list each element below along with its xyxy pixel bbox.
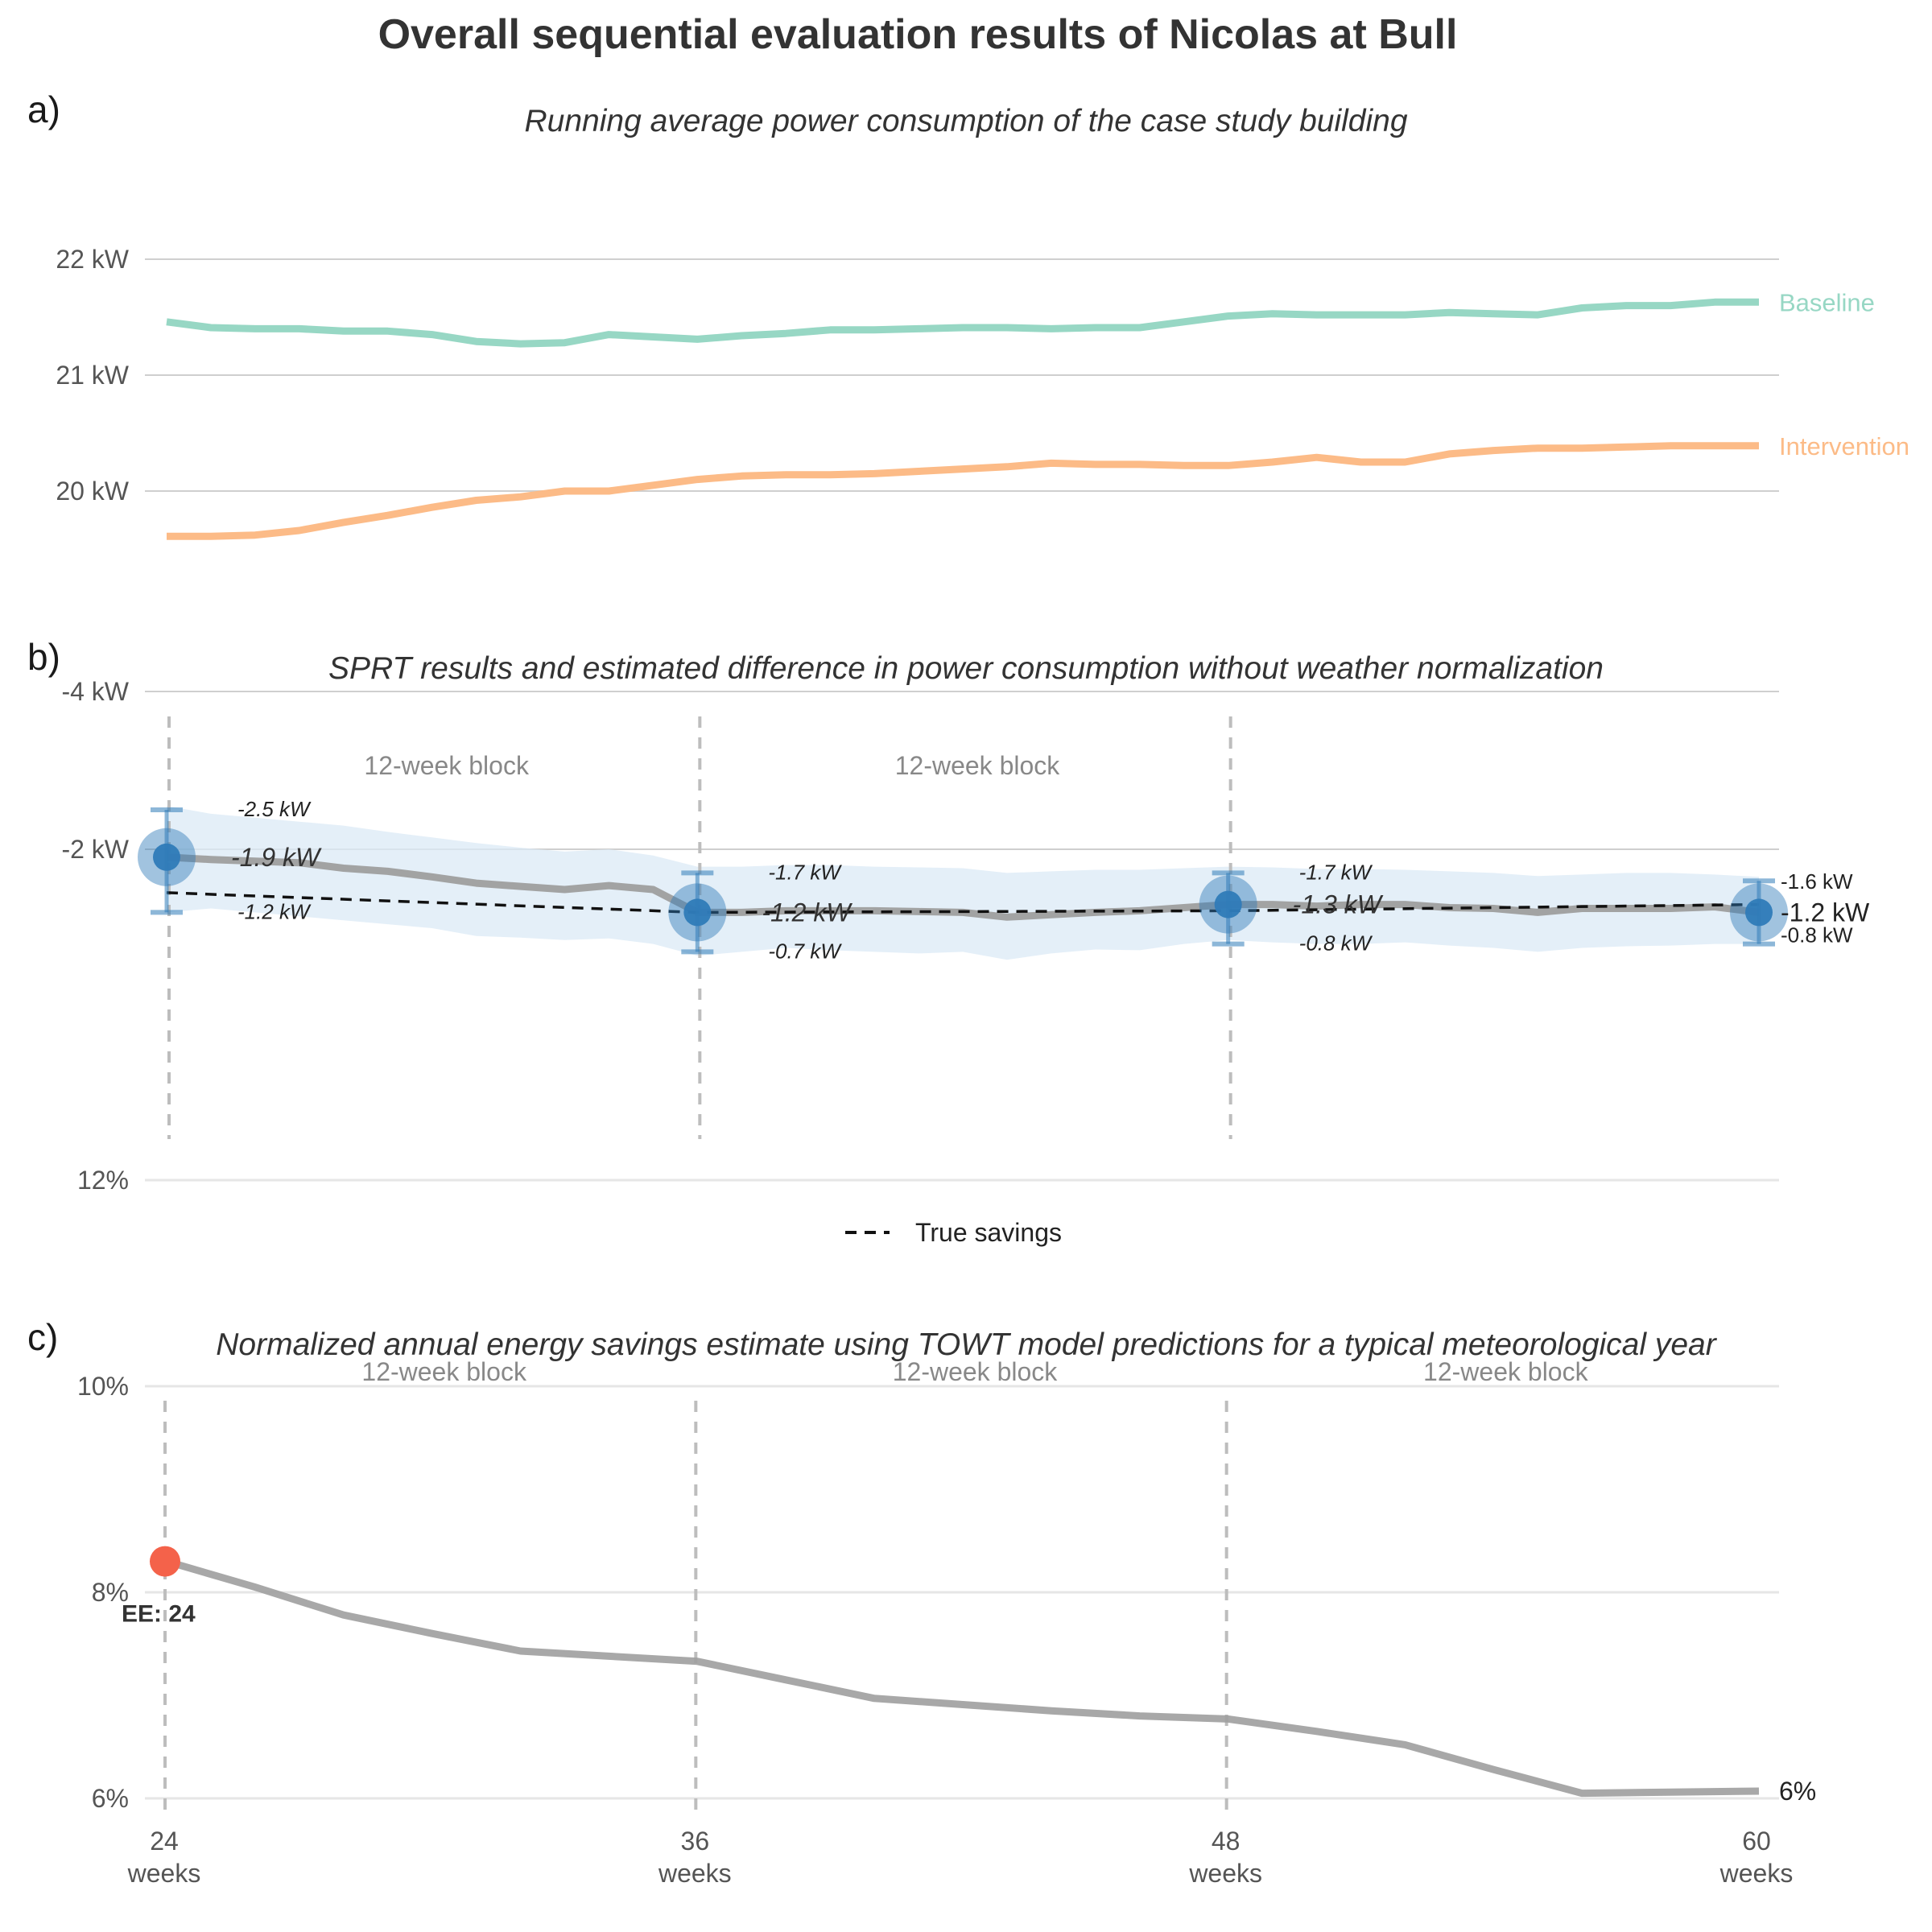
- panel-a: a) Running average power consumption of …: [27, 89, 1909, 540]
- panel-c-letter: c): [27, 1316, 58, 1358]
- panel-b-sprt-upper-label: -1.2 kW: [237, 899, 312, 923]
- panel-a-baseline-line: [166, 298, 1759, 348]
- panel-b-sprt-estimate-label: -1.2 kW: [762, 898, 852, 927]
- panel-a-title: Running average power consumption of the…: [524, 104, 1407, 138]
- panel-b-letter: b): [27, 636, 60, 678]
- panel-b-sprt-estimate-label: -1.9 kW: [231, 843, 322, 872]
- panel-a-baseline-label: Baseline: [1779, 288, 1875, 316]
- panel-b-sprt-lower-label: -1.7 kW: [768, 860, 842, 884]
- panel-b-sprt-upper-label: -0.7 kW: [768, 939, 842, 963]
- panel-c-block-label: 12-week block: [361, 1357, 527, 1386]
- panel-b-y-tick: -2 kW: [61, 835, 129, 864]
- x-tick-value: 60: [1742, 1827, 1771, 1856]
- panel-b-sprt-upper-label: -0.8 kW: [1299, 931, 1373, 956]
- panel-b-block-label: 12-week block: [895, 751, 1061, 780]
- panel-b-sprt-lower-label: -1.7 kW: [1299, 860, 1373, 884]
- panel-b-sprt-estimate-label: -1.3 kW: [1293, 890, 1384, 919]
- panel-b-sprt-upper-label: -0.8 kW: [1781, 923, 1853, 947]
- panel-c-y-tick: 8%: [92, 1578, 129, 1607]
- panel-b-confidence-band: [167, 806, 1759, 960]
- panel-b-sprt-lower-label: -1.6 kW: [1781, 869, 1853, 894]
- panel-b-sprt-point: [153, 843, 180, 871]
- panel-c: c) Normalized annual energy savings esti…: [27, 1166, 1816, 1815]
- x-tick-value: 24: [150, 1827, 179, 1856]
- panel-b: b) SPRT results and estimated difference…: [27, 636, 1870, 1139]
- panel-c-y-tick: 6%: [92, 1784, 129, 1813]
- x-tick-value: 48: [1212, 1827, 1241, 1856]
- panel-a-y-tick: 22 kW: [56, 245, 129, 274]
- panel-a-intervention-line: [167, 442, 1759, 540]
- panel-c-block-label: 12-week block: [893, 1357, 1059, 1386]
- panel-c-end-label: 6%: [1779, 1777, 1816, 1806]
- panel-b-true-savings-line: [166, 891, 1760, 914]
- panel-c-early-exit-label: EE: 24: [122, 1601, 196, 1628]
- panel-c-early-exit-point: [150, 1546, 180, 1577]
- panel-c-title: Normalized annual energy savings estimat…: [216, 1327, 1717, 1362]
- legend-true-savings-label: True savings: [915, 1218, 1062, 1247]
- figure-title: Overall sequential evaluation results of…: [378, 11, 1458, 58]
- panel-b-sprt-point: [1745, 898, 1773, 927]
- x-axis: 24 weeks 36 weeks 48 weeks 60 weeks: [127, 1827, 1794, 1888]
- panel-b-title: SPRT results and estimated difference in…: [328, 651, 1604, 686]
- legend: True savings: [845, 1218, 1062, 1247]
- panel-b-block-label: 12-week block: [364, 751, 530, 780]
- panel-a-y-tick: 21 kW: [56, 361, 129, 390]
- panel-c-savings-line: [165, 1558, 1760, 1798]
- panel-c-y-tick: 10%: [77, 1372, 129, 1401]
- x-tick-unit: weeks: [1719, 1859, 1794, 1888]
- panel-b-sprt-point: [1214, 890, 1242, 919]
- panel-b-sprt-lower-label: -2.5 kW: [237, 797, 312, 821]
- x-tick-unit: weeks: [1188, 1859, 1262, 1888]
- panel-c-block-label: 12-week block: [1423, 1357, 1589, 1386]
- panel-a-intervention-label: Intervention: [1779, 432, 1909, 460]
- panel-b-y-tick: -4 kW: [61, 677, 129, 706]
- panel-b-sprt-point: [683, 898, 712, 927]
- panel-a-letter: a): [27, 89, 60, 130]
- panel-c-y-tick: 12%: [77, 1166, 129, 1195]
- panel-a-y-tick: 20 kW: [56, 477, 129, 506]
- x-tick-value: 36: [681, 1827, 710, 1856]
- x-tick-unit: weeks: [658, 1859, 732, 1888]
- panel-b-sprt-estimate-label: -1.2 kW: [1781, 898, 1870, 927]
- x-tick-unit: weeks: [127, 1859, 201, 1888]
